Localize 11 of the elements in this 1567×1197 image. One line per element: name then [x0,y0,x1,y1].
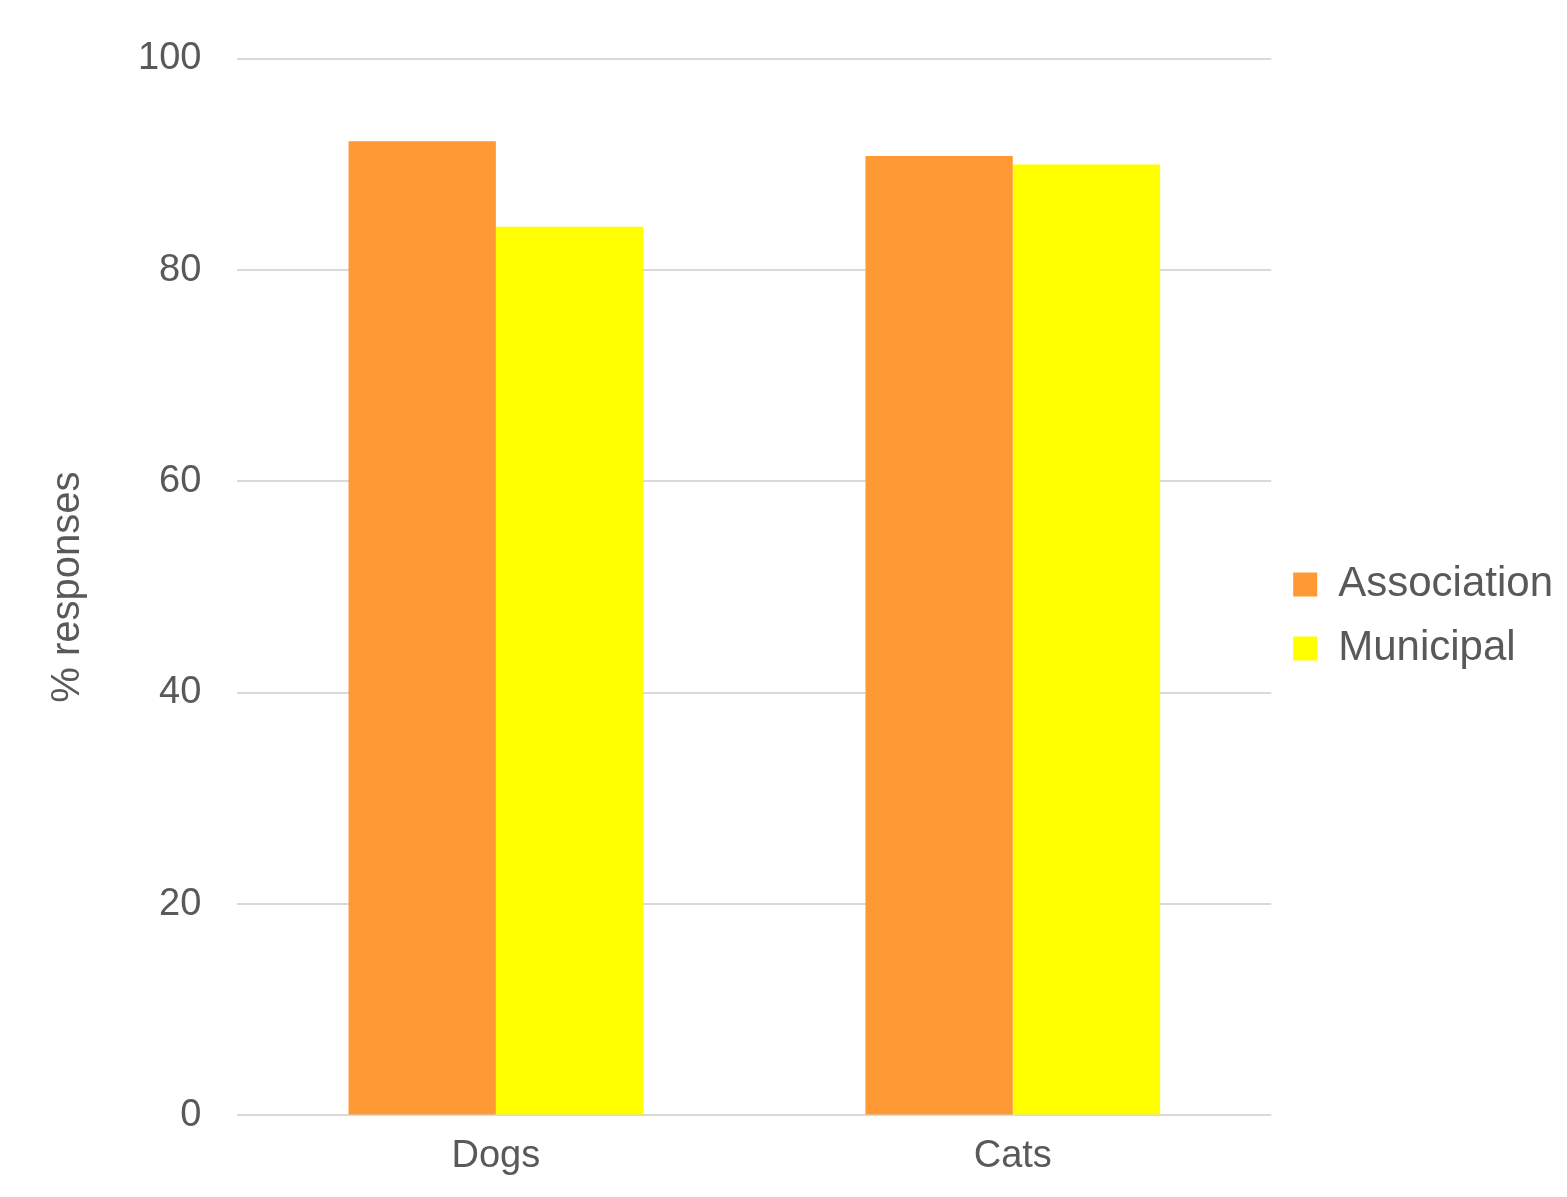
y-tick-label: 0 [180,1091,202,1134]
x-tick-label: Dogs [451,1132,541,1175]
y-tick-label: 100 [138,35,202,78]
legend-label: Municipal [1338,622,1516,670]
y-axis-title: % responses [43,471,88,703]
legend-label: Association [1338,558,1553,606]
y-tick-label: 40 [159,669,202,712]
y-tick-label: 80 [159,246,202,289]
x-tick-label: Cats [973,1132,1052,1175]
y-tick-label: 60 [159,457,202,500]
y-tick-label: 20 [159,880,202,923]
